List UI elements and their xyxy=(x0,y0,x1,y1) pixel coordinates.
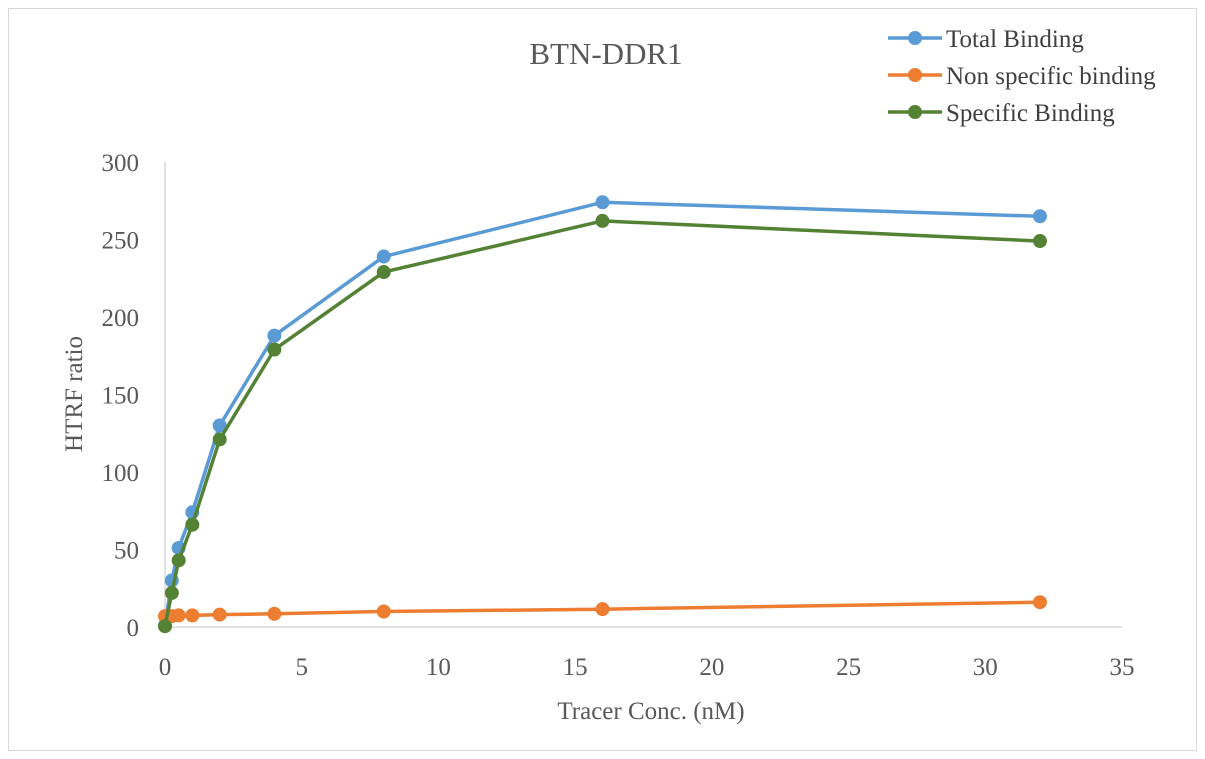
y-tick-label: 200 xyxy=(102,305,140,332)
legend-marker xyxy=(908,68,922,82)
data-point xyxy=(267,342,282,357)
data-point xyxy=(376,265,391,280)
data-point xyxy=(185,608,200,623)
y-tick-label: 150 xyxy=(102,383,140,410)
x-tick-label: 0 xyxy=(159,654,172,681)
data-point xyxy=(171,553,186,568)
data-point xyxy=(1032,209,1047,224)
legend-item: Total Binding xyxy=(888,26,1084,53)
data-point xyxy=(376,604,391,619)
data-point xyxy=(1032,234,1047,249)
data-point xyxy=(212,432,227,447)
series-group xyxy=(158,213,1047,634)
data-point xyxy=(171,608,186,623)
plot-series xyxy=(158,195,1047,634)
series-group xyxy=(158,595,1047,624)
legend-label: Non specific binding xyxy=(946,63,1156,90)
legend-marker xyxy=(908,31,922,45)
data-point xyxy=(185,517,200,532)
y-tick-label: 250 xyxy=(102,228,140,255)
data-point xyxy=(595,213,610,228)
data-point xyxy=(212,418,227,433)
legend-marker xyxy=(908,105,922,119)
x-tick-label: 10 xyxy=(426,654,451,681)
data-point xyxy=(158,619,172,634)
data-point xyxy=(212,607,227,622)
legend-label: Specific Binding xyxy=(946,100,1115,127)
data-point xyxy=(267,328,282,343)
data-point xyxy=(595,195,610,210)
x-tick-label: 30 xyxy=(973,654,998,681)
y-axis-title: HTRF ratio xyxy=(61,336,88,452)
legend-label: Total Binding xyxy=(946,26,1084,53)
y-tick-label: 300 xyxy=(102,150,140,177)
axes xyxy=(164,162,1122,628)
y-tick-label: 0 xyxy=(127,615,140,642)
x-tick-label: 5 xyxy=(295,654,308,681)
x-tick-label: 20 xyxy=(699,654,724,681)
x-tick-label: 25 xyxy=(836,654,861,681)
x-tick-label: 15 xyxy=(563,654,588,681)
x-axis-title: Tracer Conc. (nM) xyxy=(557,698,744,725)
y-tick-label: 100 xyxy=(102,460,140,487)
tick-labels: 0 5 10 15 20 25 30 35 0 50 100 150 200 250 300 xyxy=(102,150,1135,681)
legend: Total Binding Non specific binding Specifi… xyxy=(888,26,1156,127)
y-tick-label: 50 xyxy=(114,538,139,565)
series-line xyxy=(163,200,1041,626)
legend-item: Specific Binding xyxy=(888,100,1115,127)
data-point xyxy=(1032,595,1047,610)
chart-title: BTN-DDR1 xyxy=(529,36,682,71)
data-point xyxy=(595,602,610,617)
x-tick-label: 35 xyxy=(1110,654,1135,681)
data-point xyxy=(267,606,282,621)
series-group xyxy=(158,195,1047,633)
data-point xyxy=(164,585,179,600)
data-point xyxy=(376,249,391,264)
chart-area xyxy=(8,8,1197,751)
legend-item: Non specific binding xyxy=(888,63,1156,90)
series-line xyxy=(163,219,1041,627)
